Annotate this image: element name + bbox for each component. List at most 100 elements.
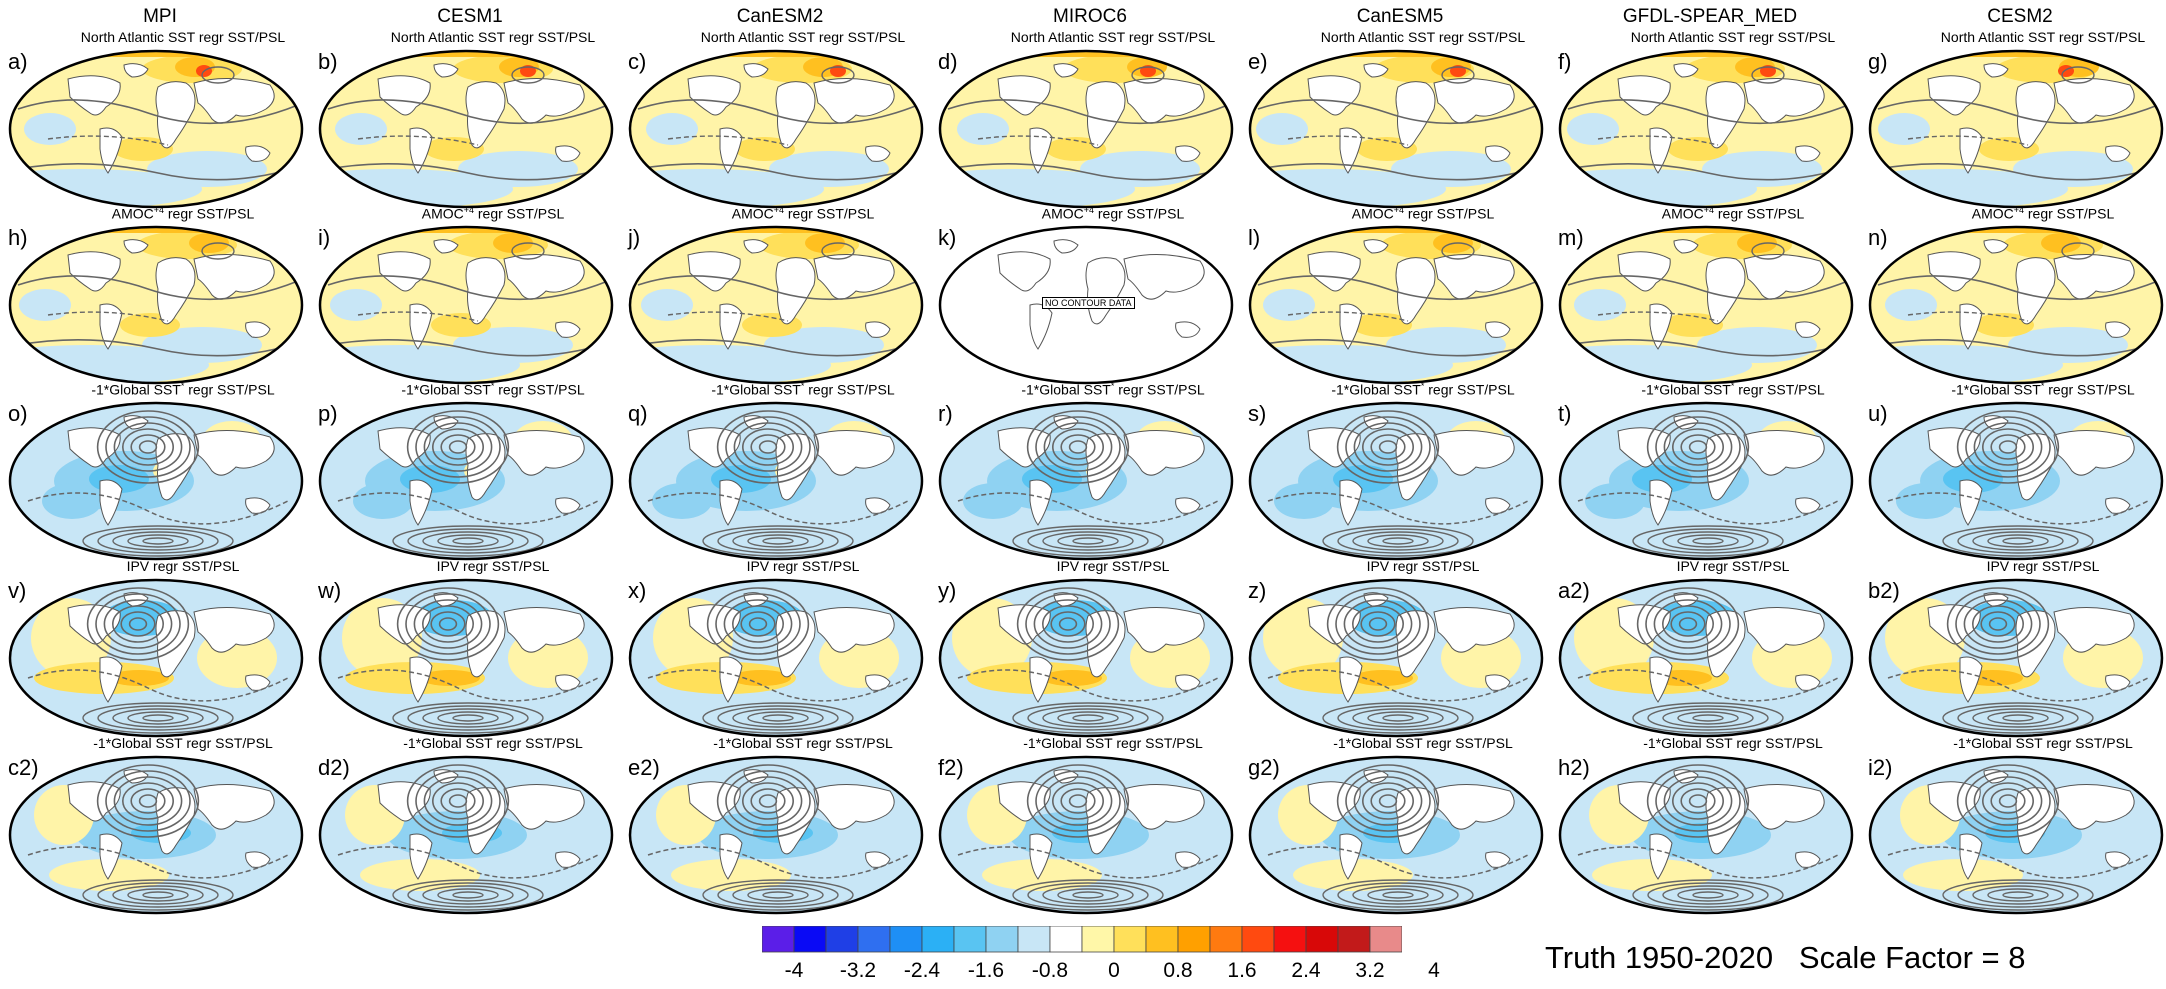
panel-label: r) [938,401,953,426]
colorbar-swatch [889,926,923,953]
panel-title: -1*Global SST* regr SST/PSL [1951,381,2135,398]
panel-label: y) [938,578,957,603]
panel-label: s) [1248,401,1267,426]
column-title: CESM1 [437,6,503,27]
world-map [1868,578,2164,738]
colorbar-swatch [1305,926,1339,953]
map-panel: IPV regr SST/PSL w) [318,556,618,738]
panel-title: -1*Global SST regr SST/PSL [1023,735,1203,751]
colorbar [762,926,1402,953]
colorbar-swatch [1049,926,1083,953]
column-title: GFDL-SPEAR_MED [1622,6,1798,27]
panel-title: IPV regr SST/PSL [1366,558,1480,574]
panel-title: -1*Global SST regr SST/PSL [1333,735,1513,751]
panel-label: f2) [938,755,964,780]
map-panel: North Atlantic SST regr SST/PSL e) [1248,27,1548,209]
panel-title: -1*Global SST* regr SST/PSL [91,381,275,398]
truth-label: Truth 1950-2020 [1545,940,1774,975]
map-panel: -1*Global SST* regr SST/PSL o) [8,379,308,561]
map-panel: -1*Global SST regr SST/PSL c2) [8,733,308,915]
world-map [1868,225,2164,385]
panel-label: o) [8,401,28,426]
colorbar-tick: 4 [1428,959,1440,982]
panel-label: x) [628,578,647,603]
panel-title: -1*Global SST regr SST/PSL [1953,735,2133,751]
world-map [8,225,304,385]
colorbar-swatch [1209,926,1243,953]
map-panel: AMOC+4 regr SST/PSL k) NO CONTOUR DATA [938,203,1238,385]
map-panel: IPV regr SST/PSL x) [628,556,928,738]
colorbar-swatch [1113,926,1147,953]
world-map [318,401,614,561]
panel-title: IPV regr SST/PSL [436,558,550,574]
map-panel: AMOC+4 regr SST/PSL l) [1248,203,1548,385]
map-panel: -1*Global SST* regr SST/PSL r) [938,379,1238,561]
panel-label: p) [318,401,338,426]
panel-label: v) [8,578,27,603]
world-map [1558,49,1854,209]
world-map [1248,755,1544,915]
colorbar-tick: 0 [1108,959,1120,982]
panel-label: f) [1558,49,1572,74]
world-map [1248,225,1544,385]
panel-title: AMOC+4 regr SST/PSL [111,205,255,222]
colorbar-tick: 0.8 [1163,959,1193,982]
panel-label: h2) [1558,755,1590,780]
panel-label: e) [1248,49,1268,74]
panel-title: -1*Global SST regr SST/PSL [713,735,893,751]
world-map [1558,401,1854,561]
world-map [8,401,304,561]
panel-label: i) [318,225,331,250]
world-map [628,401,924,561]
world-map [318,225,614,385]
colorbar-swatch [1017,926,1051,953]
map-panel: -1*Global SST* regr SST/PSL s) [1248,379,1548,561]
map-panel: North Atlantic SST regr SST/PSL c) [628,27,928,209]
colorbar-tick: 1.6 [1227,959,1257,982]
world-map [1868,755,2164,915]
world-map [1558,755,1854,915]
colorbar-swatch [825,926,859,953]
panel-title: -1*Global SST regr SST/PSL [1643,735,1823,751]
map-panel: IPV regr SST/PSL z) [1248,556,1548,738]
world-map [1868,401,2164,561]
world-map [628,755,924,915]
colorbar-swatch [921,926,955,953]
map-panel: AMOC+4 regr SST/PSL n) [1868,203,2166,385]
colorbar-tick: -3.2 [839,959,877,982]
map-panel: North Atlantic SST regr SST/PSL g) [1868,27,2166,209]
panel-title: North Atlantic SST regr SST/PSL [1630,29,1836,45]
map-panel: IPV regr SST/PSL y) [938,556,1238,738]
world-map [628,578,924,738]
colorbar-tick: 2.4 [1291,959,1321,982]
map-panel: AMOC+4 regr SST/PSL j) [628,203,928,385]
world-map [938,755,1234,915]
panel-title: IPV regr SST/PSL [1676,558,1790,574]
panel-title: -1*Global SST* regr SST/PSL [401,381,585,398]
panel-label: g2) [1248,755,1280,780]
colorbar-swatch [1273,926,1307,953]
map-panel: -1*Global SST regr SST/PSL h2) [1558,733,1858,915]
world-map [318,578,614,738]
world-map [8,755,304,915]
map-panel: IPV regr SST/PSL v) [8,556,308,738]
panel-title: IPV regr SST/PSL [1056,558,1170,574]
map-panel: -1*Global SST* regr SST/PSL p) [318,379,618,561]
panel-label: c2) [8,755,39,780]
panel-title: -1*Global SST* regr SST/PSL [711,381,895,398]
panel-label: w) [318,578,342,603]
colorbar-tick: 3.2 [1355,959,1385,982]
panel-title: North Atlantic SST regr SST/PSL [390,29,596,45]
no-contour-data-box: NO CONTOUR DATA [1042,297,1135,309]
world-map [8,49,304,209]
colorbar-tick-labels: -4 -3.2 -2.4 -1.6 -0.8 0 0.8 1.6 2.4 3.2 4 [762,959,1440,989]
colorbar-swatch [1369,926,1402,953]
panel-title: AMOC+4 regr SST/PSL [731,205,875,222]
world-map [1248,401,1544,561]
panel-label: b2) [1868,578,1900,603]
panel-title: North Atlantic SST regr SST/PSL [1320,29,1526,45]
colorbar-swatch [1081,926,1115,953]
panel-label: l) [1248,225,1261,250]
map-panel: -1*Global SST regr SST/PSL g2) [1248,733,1548,915]
panel-title: -1*Global SST* regr SST/PSL [1021,381,1205,398]
